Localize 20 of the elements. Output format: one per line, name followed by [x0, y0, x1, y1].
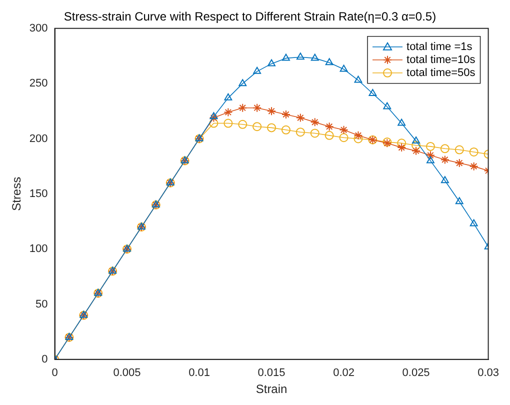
y-tick-label: 0 [42, 353, 48, 366]
y-axis-title: Stress [10, 176, 24, 211]
x-tick-label: 0.02 [333, 367, 354, 380]
legend-label: total time =1s [406, 40, 473, 53]
y-tick-label: 300 [29, 22, 48, 34]
x-tick-label: 0.005 [113, 367, 141, 380]
y-tick-label: 200 [29, 132, 48, 145]
x-axis-title: Strain [256, 382, 288, 396]
legend-label: total time=50s [406, 66, 476, 79]
chart-title: Stress-strain Curve with Respect to Different Strain Rate(η=0.3 α=0.5) [64, 10, 436, 24]
x-tick-label: 0.03 [478, 367, 500, 380]
x-tick-label: 0 [52, 367, 58, 380]
x-tick-label: 0.025 [402, 367, 430, 380]
x-tick-label: 0.015 [258, 367, 286, 380]
y-tick-label: 50 [36, 298, 48, 310]
y-tick-label: 100 [29, 243, 48, 256]
y-tick-label: 150 [29, 188, 48, 200]
x-tick-label: 0.01 [188, 367, 210, 380]
y-tick-label: 250 [29, 78, 48, 90]
legend-label: total time=10s [406, 54, 476, 66]
